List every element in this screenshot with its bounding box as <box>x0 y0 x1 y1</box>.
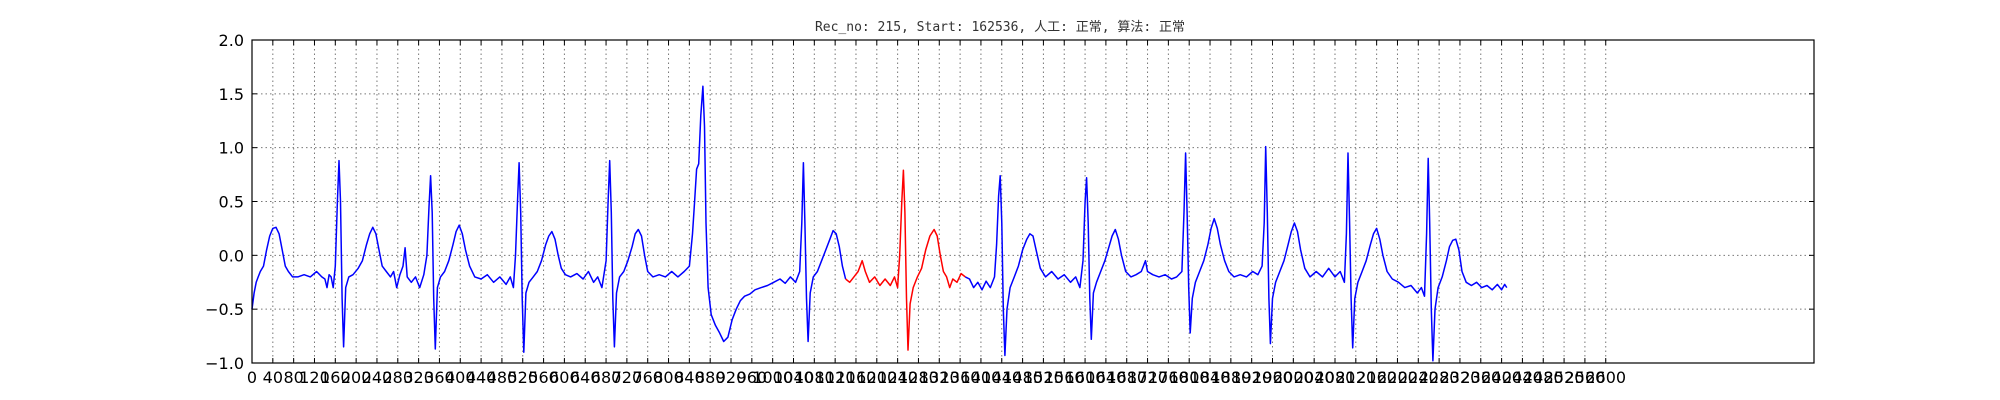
x-tick-label: 2400 <box>1481 368 1522 387</box>
x-tick-label: 1680 <box>1106 368 1147 387</box>
x-tick-label: 1080 <box>794 368 835 387</box>
x-tick-label: 2360 <box>1460 368 1501 387</box>
x-tick-label: 1720 <box>1127 368 1168 387</box>
x-tick-label: 1640 <box>1086 368 1127 387</box>
x-tick-label: 2600 <box>1585 368 1626 387</box>
y-axis: −1.0 −0.5 0.0 0.5 1.0 1.5 2.0 <box>205 31 1814 373</box>
x-tick-label: 2200 <box>1377 368 1418 387</box>
x-tick-label: 1440 <box>981 368 1022 387</box>
y-tick-label: 0.5 <box>219 193 244 212</box>
x-tick-label: 1160 <box>836 368 877 387</box>
x-tick-label: 680 <box>591 368 622 387</box>
x-tick-label: 880 <box>695 368 726 387</box>
x-tick-label: 960 <box>737 368 768 387</box>
x-tick-label: 0 <box>247 368 257 387</box>
x-tick-label: 1600 <box>1065 368 1106 387</box>
x-tick-label: 360 <box>424 368 455 387</box>
x-tick-label: 2080 <box>1315 368 1356 387</box>
x-tick-label: 200 <box>341 368 372 387</box>
x-tick-label: 440 <box>466 368 497 387</box>
series-line-2 <box>964 145 1508 362</box>
y-tick-label: 2.0 <box>219 31 244 50</box>
chart-title: Rec_no: 215, Start: 162536, 人工: 正常, 算法: … <box>815 20 1185 35</box>
x-tick-label: 1920 <box>1231 368 1272 387</box>
x-tick-label: 2160 <box>1356 368 1397 387</box>
x-tick-label: 520 <box>507 368 538 387</box>
series-layer <box>251 85 1508 362</box>
y-tick-label: −0.5 <box>205 300 244 319</box>
x-tick-label: 560 <box>528 368 559 387</box>
x-tick-label: 1320 <box>919 368 960 387</box>
x-tick-label: 2240 <box>1398 368 1439 387</box>
x-tick-label: 80 <box>283 368 303 387</box>
x-tick-label: 240 <box>362 368 393 387</box>
x-tick-label: 2320 <box>1440 368 1481 387</box>
x-tick-label: 800 <box>653 368 684 387</box>
x-tick-label: 1560 <box>1044 368 1085 387</box>
x-tick-label: 1040 <box>773 368 814 387</box>
x-tick-label: 1240 <box>877 368 918 387</box>
x-tick-label: 1200 <box>856 368 897 387</box>
x-tick-label: 1760 <box>1148 368 1189 387</box>
x-tick-label: 1400 <box>961 368 1002 387</box>
x-tick-label: 760 <box>632 368 663 387</box>
x-tick-label: 1880 <box>1210 368 1251 387</box>
x-tick-label: 720 <box>612 368 643 387</box>
x-tick-label: 920 <box>716 368 747 387</box>
x-tick-label: 2480 <box>1523 368 1564 387</box>
x-tick-label: 1120 <box>815 368 856 387</box>
series-line-1 <box>845 169 966 351</box>
y-tick-label: 1.0 <box>219 139 244 158</box>
x-tick-label: 2280 <box>1419 368 1460 387</box>
x-tick-label: 1520 <box>1023 368 1064 387</box>
x-tick-label: 2120 <box>1335 368 1376 387</box>
x-tick-label: 2440 <box>1502 368 1543 387</box>
x-tick-label: 160 <box>320 368 351 387</box>
series-line-0 <box>251 85 847 353</box>
x-tick-label: 1840 <box>1190 368 1231 387</box>
x-tick-label: 120 <box>299 368 330 387</box>
x-tick-label: 1480 <box>1002 368 1043 387</box>
x-tick-label: 480 <box>487 368 518 387</box>
x-tick-label: 2000 <box>1273 368 1314 387</box>
grid-layer <box>252 40 1814 363</box>
x-tick-label: 2040 <box>1294 368 1335 387</box>
x-tick-label: 2520 <box>1544 368 1585 387</box>
x-tick-label: 840 <box>674 368 705 387</box>
x-tick-label: 1280 <box>898 368 939 387</box>
x-tick-label: 280 <box>383 368 414 387</box>
x-tick-label: 40 <box>263 368 283 387</box>
x-tick-label: 1000 <box>752 368 793 387</box>
x-tick-label: 600 <box>549 368 580 387</box>
x-tick-label: 1960 <box>1252 368 1293 387</box>
x-tick-label: 640 <box>570 368 601 387</box>
x-tick-label: 400 <box>445 368 476 387</box>
x-tick-label: 1360 <box>940 368 981 387</box>
x-tick-label: 2560 <box>1565 368 1606 387</box>
y-tick-label: 1.5 <box>219 85 244 104</box>
y-tick-label: 0.0 <box>219 246 244 265</box>
x-axis: 0 40 8012016020024028032036040044048052056… <box>247 40 1626 387</box>
y-tick-label: −1.0 <box>205 354 244 373</box>
x-tick-label: 1800 <box>1169 368 1210 387</box>
x-tick-label: 320 <box>403 368 434 387</box>
